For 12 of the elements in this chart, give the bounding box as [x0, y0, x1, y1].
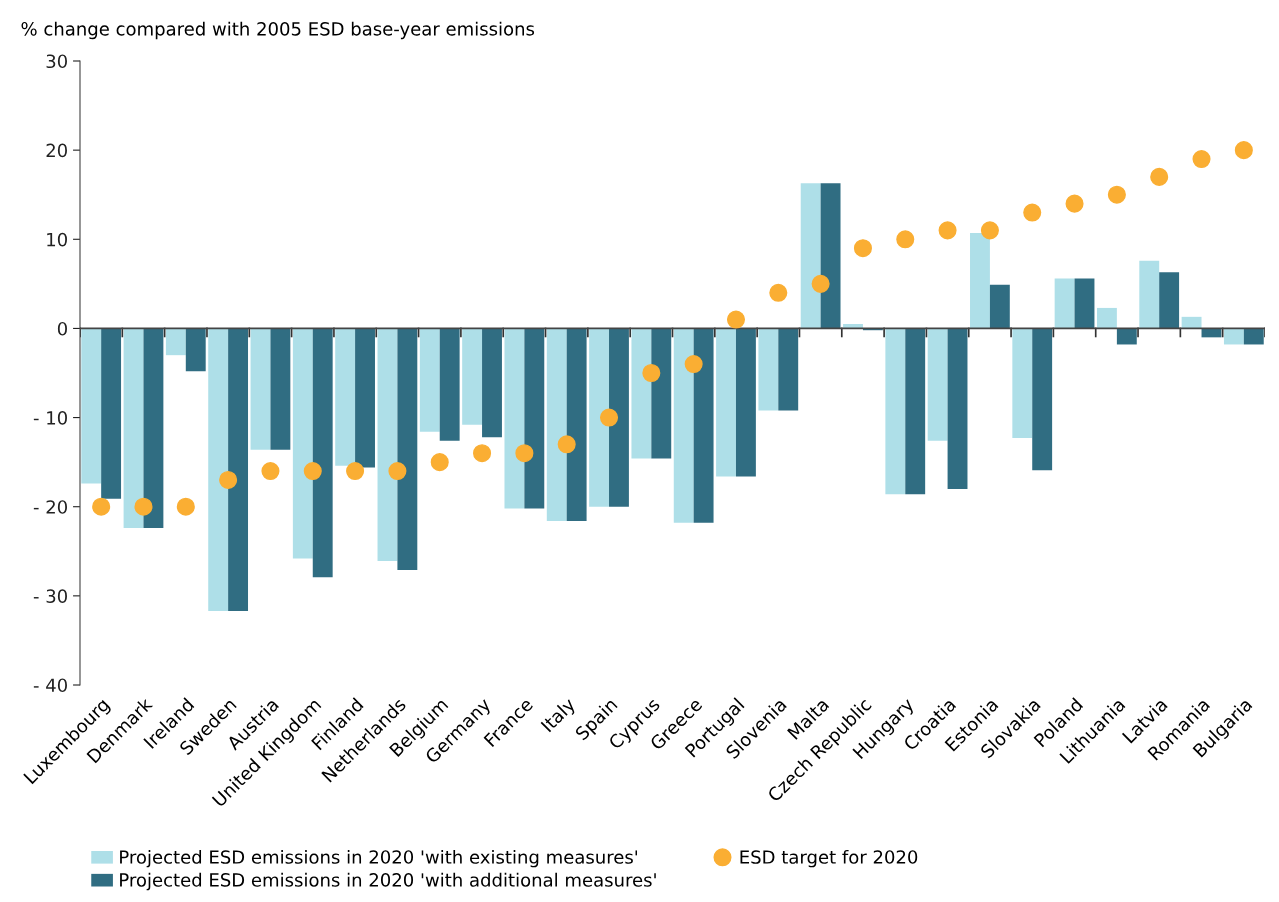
y-tick-label: 30	[46, 54, 67, 69]
legend-label: Projected ESD emissions in 2020 'with additional measures'	[120, 872, 656, 891]
y-tick-label: - 20	[33, 500, 67, 514]
y-tick-label: - 30	[33, 589, 67, 603]
legend-label: ESD target for 2020	[740, 849, 918, 868]
y-tick-label: 20	[46, 143, 67, 158]
y-tick-label: 10	[47, 232, 67, 247]
y-tick-label: 0	[57, 321, 67, 336]
y-axis-title: % change compared with 2005 ESD base-year emissions	[21, 21, 535, 40]
y-tick-label: - 40	[33, 678, 67, 693]
y-tick-label: - 10	[33, 411, 67, 425]
legend-label: Projected ESD emissions in 2020 'with existing measures'	[120, 849, 638, 868]
